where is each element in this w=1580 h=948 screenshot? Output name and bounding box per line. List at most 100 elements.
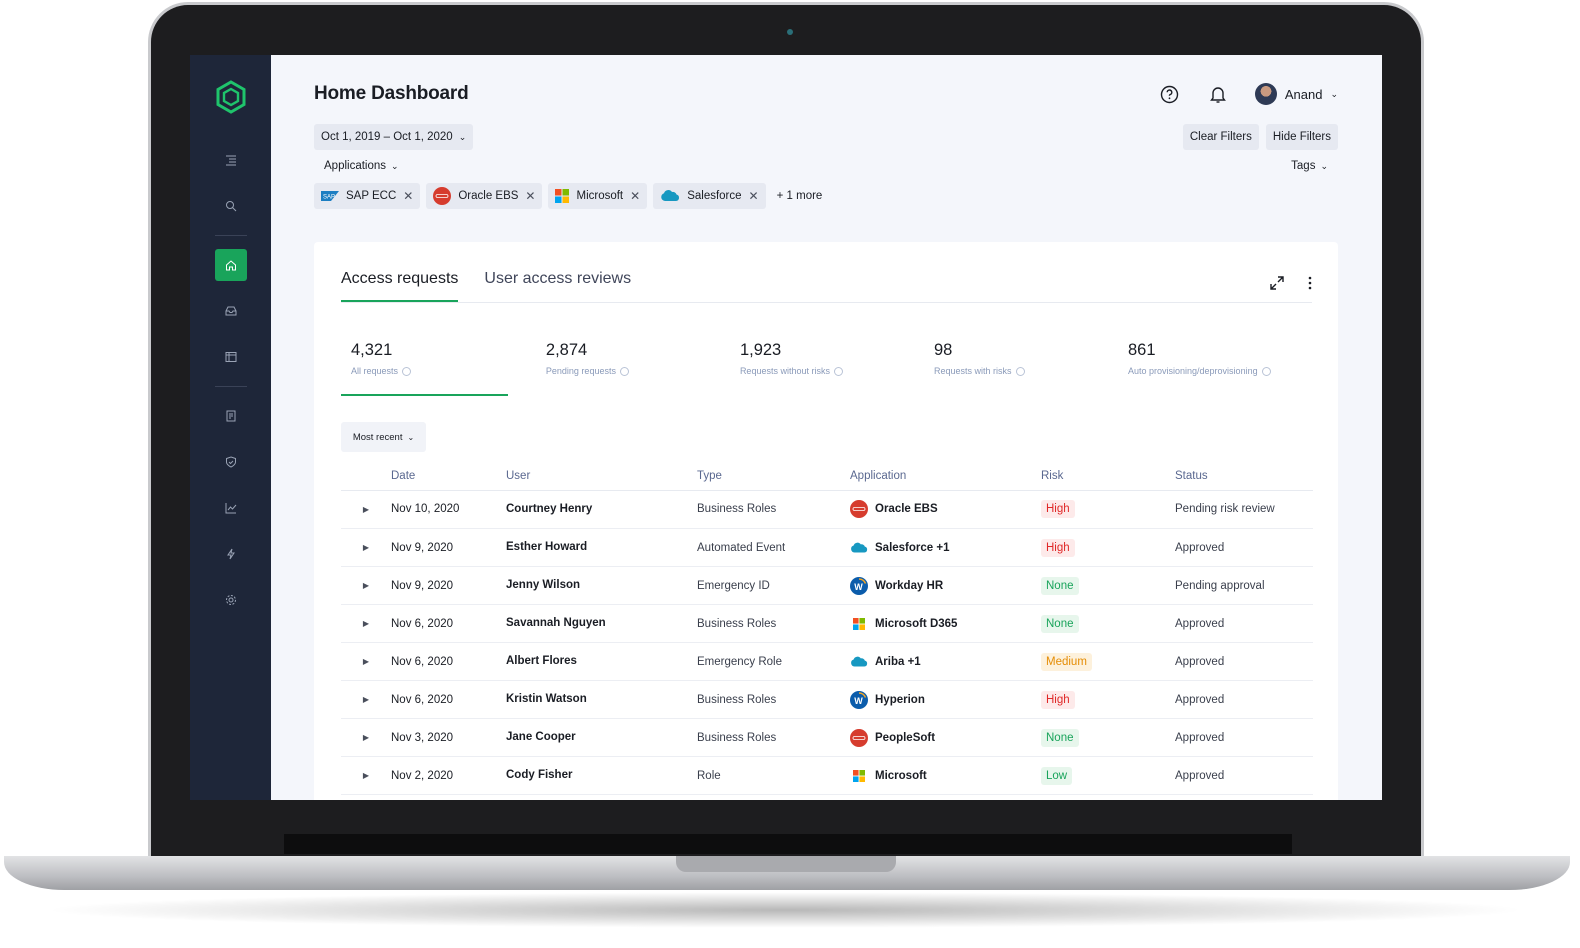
help-icon[interactable] xyxy=(1159,83,1181,105)
cell-date: Nov 6, 2020 xyxy=(391,604,506,643)
info-icon[interactable] xyxy=(619,366,629,376)
risk-badge: None xyxy=(1041,576,1079,595)
column-header-status[interactable]: Status xyxy=(1175,462,1313,491)
stat-label: Requests with risks xyxy=(934,366,1118,376)
sidebar xyxy=(190,55,271,800)
inbox-icon[interactable] xyxy=(215,295,247,327)
cell-risk: High xyxy=(1041,490,1175,529)
table-row[interactable]: ▶ Nov 6, 2020 Savannah Nguyen Business Role… xyxy=(341,604,1313,643)
microsoft-icon xyxy=(850,615,868,633)
cell-application: Microsoft xyxy=(850,756,1041,795)
svg-text:W: W xyxy=(854,582,863,592)
lightning-icon[interactable] xyxy=(215,538,247,570)
home-icon[interactable] xyxy=(214,249,247,281)
expand-row-icon[interactable]: ▶ xyxy=(341,528,391,567)
user-menu[interactable]: Anand ⌄ xyxy=(1254,83,1338,105)
stat-all-requests[interactable]: 4,321 All requests xyxy=(341,341,508,396)
expand-row-icon[interactable]: ▶ xyxy=(341,642,391,681)
expand-row-icon[interactable]: ▶ xyxy=(341,680,391,719)
stat-label: Auto provisioning/deprovisioning xyxy=(1128,366,1312,376)
column-header-user[interactable]: User xyxy=(506,462,697,491)
card-tabs-row: Access requests User access reviews xyxy=(341,242,1312,303)
analytics-icon[interactable] xyxy=(215,492,247,524)
menu-collapse-icon[interactable] xyxy=(215,144,247,176)
stat-value: 861 xyxy=(1128,341,1156,359)
table-row[interactable]: ▶ Nov 9, 2020 Esther Howard Automated Event… xyxy=(341,528,1313,567)
tags-dropdown[interactable]: Tags ⌄ xyxy=(1291,160,1328,172)
report-icon[interactable] xyxy=(215,400,247,432)
close-icon[interactable]: ✕ xyxy=(525,189,536,203)
risk-badge: Low xyxy=(1041,766,1073,785)
oracle-icon xyxy=(850,728,868,747)
close-icon[interactable]: ✕ xyxy=(630,189,641,203)
requests-table: Date User Type Application Risk Status ▶… xyxy=(341,462,1313,795)
info-icon[interactable] xyxy=(833,366,843,376)
more-chips-link[interactable]: + 1 more xyxy=(776,190,823,202)
info-icon[interactable] xyxy=(1261,366,1271,376)
column-header-application[interactable]: Application xyxy=(850,462,1041,491)
expand-column-header xyxy=(341,462,391,491)
risk-badge: High xyxy=(1041,538,1075,557)
close-icon[interactable]: ✕ xyxy=(403,189,414,203)
date-range-label: Oct 1, 2019 – Oct 1, 2020 xyxy=(321,131,453,143)
chip-salesforce[interactable]: Salesforce ✕ xyxy=(653,183,766,209)
table-row[interactable]: ▶ Nov 6, 2020 Kristin Watson Business Roles… xyxy=(341,680,1313,719)
stat-requests-without-risks[interactable]: 1,923 Requests without risks xyxy=(730,341,924,396)
stat-pending-requests[interactable]: 2,874 Pending requests xyxy=(536,341,730,396)
nav-divider xyxy=(214,235,247,236)
date-range-select[interactable]: Oct 1, 2019 – Oct 1, 2020 ⌄ xyxy=(314,124,474,150)
chip-microsoft[interactable]: Microsoft ✕ xyxy=(548,183,648,209)
gear-icon[interactable] xyxy=(215,584,247,616)
svg-text:W: W xyxy=(854,696,863,706)
applications-label: Applications xyxy=(324,160,387,172)
expand-icon[interactable] xyxy=(1270,276,1284,290)
brand-logo-icon[interactable] xyxy=(213,79,249,115)
application-name: PeopleSoft xyxy=(875,731,936,744)
cell-application: Oracle EBS xyxy=(850,490,1041,529)
clear-filters-button[interactable]: Clear Filters xyxy=(1182,124,1259,150)
column-header-date[interactable]: Date xyxy=(391,462,506,491)
table-row[interactable]: ▶ Nov 6, 2020 Albert Flores Emergency Role A… xyxy=(341,642,1313,681)
card-actions xyxy=(1270,276,1312,302)
info-icon[interactable] xyxy=(402,366,412,376)
shield-icon[interactable] xyxy=(215,446,247,478)
access-card: Access requests User access reviews 4,32… xyxy=(314,242,1338,800)
hide-filters-button[interactable]: Hide Filters xyxy=(1265,124,1338,150)
chip-oracle-ebs[interactable]: Oracle EBS ✕ xyxy=(426,183,543,209)
table-row[interactable]: ▶ Nov 9, 2020 Jenny Wilson Emergency ID W Wor… xyxy=(341,566,1313,605)
cell-status: Approved xyxy=(1175,756,1313,795)
stat-requests-with-risks[interactable]: 98 Requests with risks xyxy=(924,341,1118,396)
tab-user-access-reviews[interactable]: User access reviews xyxy=(484,270,632,287)
expand-row-icon[interactable]: ▶ xyxy=(341,718,391,757)
search-icon[interactable] xyxy=(215,190,247,222)
table-row[interactable]: ▶ Nov 3, 2020 Jane Cooper Business Roles Peo… xyxy=(341,718,1313,757)
application-name: Microsoft D365 xyxy=(875,617,958,630)
column-header-type[interactable]: Type xyxy=(697,462,850,491)
column-header-risk[interactable]: Risk xyxy=(1041,462,1175,491)
cell-user: Jane Cooper xyxy=(506,719,697,757)
user-name: Anand xyxy=(1284,86,1323,102)
info-icon[interactable] xyxy=(1015,366,1025,376)
cell-type: Business Roles xyxy=(697,680,850,719)
stat-value: 98 xyxy=(933,341,953,359)
sort-select[interactable]: Most recent ⌄ xyxy=(341,422,426,452)
expand-row-icon[interactable]: ▶ xyxy=(341,490,391,529)
board-icon[interactable] xyxy=(215,341,247,373)
table-row[interactable]: ▶ Nov 2, 2020 Cody Fisher Role Microsoft Low A… xyxy=(341,756,1313,795)
applications-dropdown[interactable]: Applications ⌄ xyxy=(324,160,399,172)
expand-row-icon[interactable]: ▶ xyxy=(341,604,391,643)
risk-badge: None xyxy=(1041,728,1079,747)
tab-access-requests[interactable]: Access requests xyxy=(341,270,459,302)
cell-risk: Low xyxy=(1041,756,1175,795)
cell-application: Salesforce +1 xyxy=(850,528,1041,567)
close-icon[interactable]: ✕ xyxy=(748,189,759,203)
bell-icon[interactable] xyxy=(1207,83,1229,105)
stat-value: 4,321 xyxy=(351,341,393,359)
chip-sap-ecc[interactable]: SAP SAP ECC ✕ xyxy=(314,183,421,209)
stat-auto-provisioning[interactable]: 861 Auto provisioning/deprovisioning xyxy=(1118,341,1312,396)
expand-row-icon[interactable]: ▶ xyxy=(341,566,391,605)
expand-row-icon[interactable]: ▶ xyxy=(341,756,391,795)
more-options-icon[interactable] xyxy=(1308,276,1312,290)
table-row[interactable]: ▶ Nov 10, 2020 Courtney Henry Business Role… xyxy=(341,490,1313,529)
cell-user: Savannah Nguyen xyxy=(506,605,697,643)
